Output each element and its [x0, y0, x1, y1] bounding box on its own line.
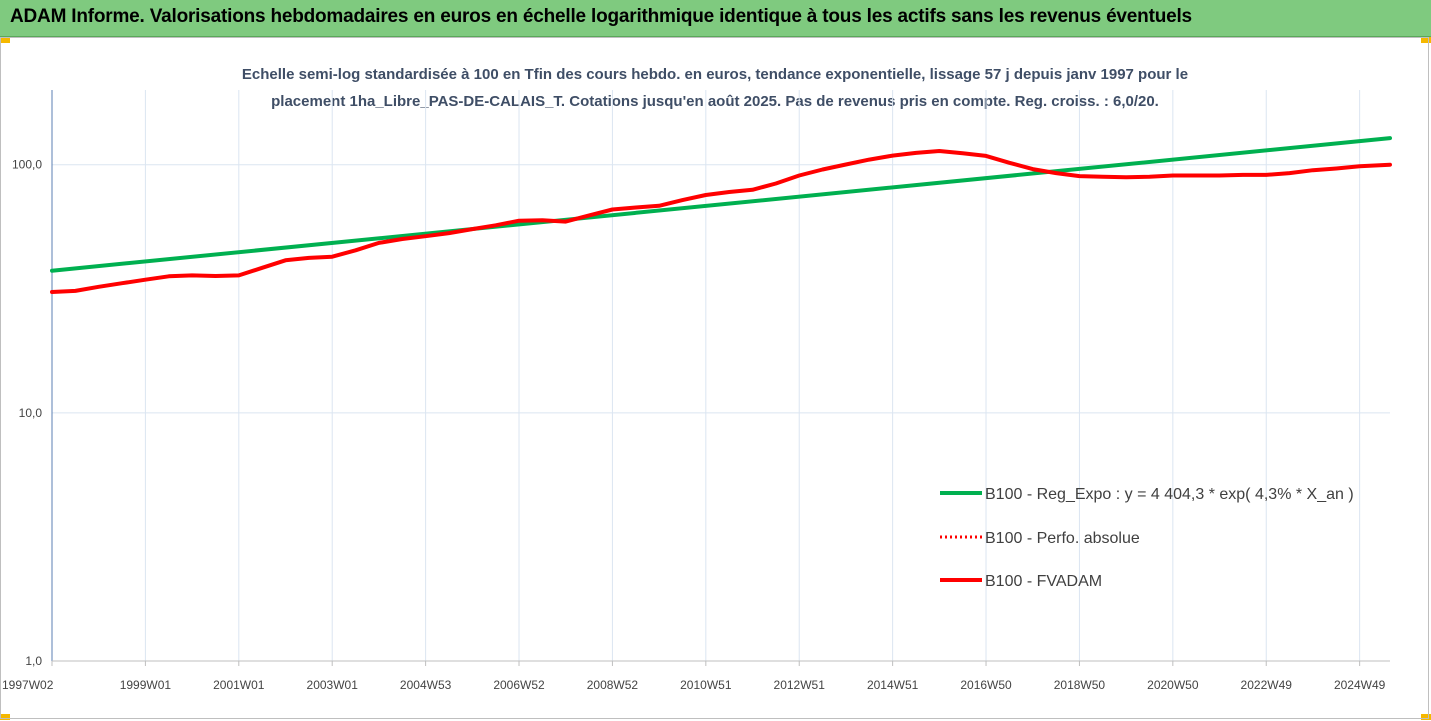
corner-marker: [1421, 37, 1431, 43]
x-tick-label: 2016W50: [960, 678, 1012, 692]
chart-area: [0, 37, 1429, 719]
x-tick-label: 2001W01: [213, 678, 265, 692]
x-tick-label: 2012W51: [774, 678, 826, 692]
x-tick-label: 2003W01: [307, 678, 359, 692]
x-tick-label: 2010W51: [680, 678, 732, 692]
y-tick-label: 1,0: [25, 654, 42, 668]
corner-marker: [0, 714, 10, 720]
x-tick-label: 1999W01: [120, 678, 172, 692]
header-banner: ADAM Informe. Valorisations hebdomadaire…: [0, 0, 1431, 37]
legend-label: B100 - FVADAM: [985, 573, 1102, 590]
x-tick-label: 2004W53: [400, 678, 452, 692]
x-tick-label: 2008W52: [587, 678, 639, 692]
x-tick-label: 1997W02: [2, 678, 54, 692]
corner-marker: [0, 37, 10, 43]
banner-title: ADAM Informe. Valorisations hebdomadaire…: [10, 6, 1192, 27]
legend-label: B100 - Reg_Expo : y = 4 404,3 * exp( 4,3…: [985, 486, 1354, 503]
series-line: [50, 136, 1392, 273]
series-line: [50, 149, 1392, 294]
x-tick-label: 2020W50: [1147, 678, 1199, 692]
chart-title-line-1: Echelle semi-log standardisée à 100 en T…: [241, 66, 1189, 83]
corner-marker: [1421, 714, 1431, 720]
x-tick-label: 2018W50: [1054, 678, 1106, 692]
x-tick-label: 2006W52: [493, 678, 545, 692]
y-tick-label: 10,0: [19, 406, 43, 420]
y-tick-label: 100,0: [12, 158, 42, 172]
x-tick-label: 2022W49: [1241, 678, 1293, 692]
chart-title-line-2: placement 1ha_Libre_PAS-DE-CALAIS_T. Cot…: [271, 93, 1159, 110]
x-tick-label: 2024W49: [1334, 678, 1386, 692]
legend-label: B100 - Perfo. absolue: [985, 530, 1140, 547]
x-tick-label: 2014W51: [867, 678, 919, 692]
